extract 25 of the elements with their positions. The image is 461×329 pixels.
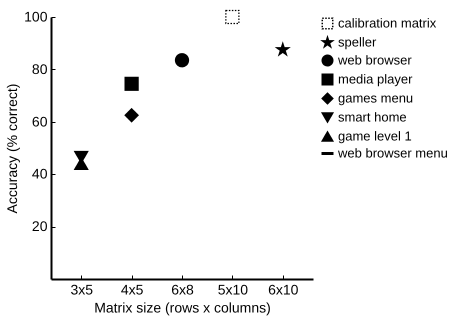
point (124, 108, 139, 122)
y-tick-label: 80 (32, 60, 48, 77)
x-tick-label: 3x5 (70, 282, 94, 298)
x-tick-label: 4x5 (120, 282, 144, 298)
legend-label: web browser (337, 52, 412, 68)
point (225, 10, 240, 24)
legend-label: speller (338, 34, 377, 50)
x-axis-title: Matrix size (rows x columns) (94, 300, 271, 316)
point (174, 53, 190, 68)
legend-label: smart home (338, 110, 407, 124)
legend-label: calibration matrix (338, 16, 437, 30)
y-tick-label: 60 (32, 113, 48, 130)
y-tick-label: 100 (24, 8, 48, 24)
point (124, 76, 139, 91)
legend-label: media player (338, 72, 414, 86)
x-tick-label: 6x8 (171, 282, 194, 298)
legend-label: games menu (338, 90, 414, 106)
legend-label: game level 1 (338, 128, 412, 144)
y-axis-title: Accuracy (% correct) (4, 84, 20, 214)
y-tick-label: 40 (32, 166, 48, 182)
point (276, 42, 290, 56)
legend-label: web browser menu (337, 146, 448, 160)
x-tick-label: 5x10 (218, 282, 248, 298)
x-tick-label: 6x10 (268, 282, 299, 298)
y-tick-label: 20 (32, 218, 48, 234)
